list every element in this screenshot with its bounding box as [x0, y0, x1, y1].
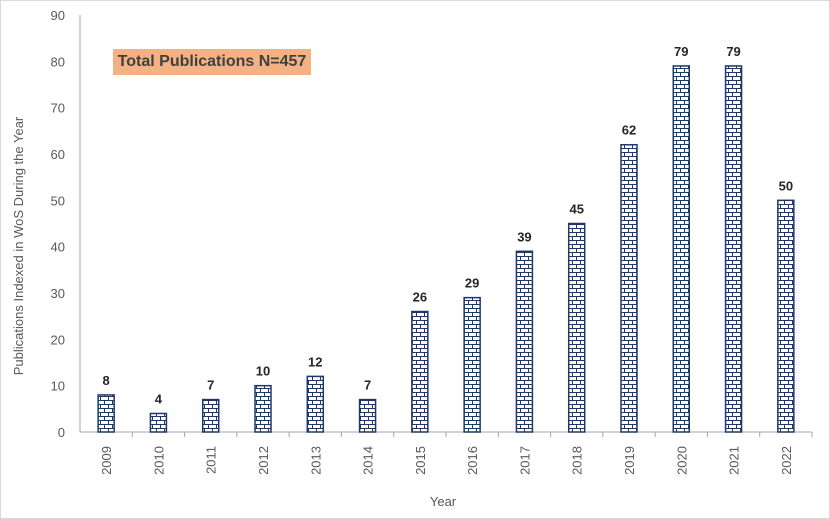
x-tick-label-2010: 2010	[151, 446, 166, 475]
bar-2022	[777, 199, 795, 433]
bar-2009	[97, 394, 115, 433]
data-label-2016: 29	[465, 276, 479, 291]
y-tick-label: 50	[51, 193, 65, 208]
x-tick-label-2022: 2022	[779, 446, 794, 475]
x-tick-label-2013: 2013	[308, 446, 323, 475]
bar-2020	[672, 65, 691, 433]
data-label-2014: 7	[364, 378, 371, 393]
x-tick-label-2017: 2017	[517, 446, 532, 475]
bar-2018	[567, 222, 586, 433]
bar-2014	[358, 398, 377, 433]
y-tick-label: 90	[51, 8, 65, 23]
data-label-2017: 39	[517, 229, 531, 244]
bar-2015	[411, 310, 429, 433]
y-tick-label: 60	[51, 147, 65, 162]
bar-2010	[149, 412, 168, 433]
x-axis-title: Year	[430, 494, 457, 509]
bar-2011	[201, 398, 220, 433]
x-tick-label-2019: 2019	[622, 446, 637, 475]
y-axis: 0 10 20 30 40 50 60 70 80 90	[51, 8, 81, 440]
data-label-2013: 12	[308, 354, 322, 369]
x-tick-label-2016: 2016	[465, 446, 480, 475]
y-tick-label: 40	[51, 240, 65, 255]
data-label-2012: 10	[256, 364, 270, 379]
y-tick-label: 0	[58, 425, 65, 440]
data-label-2020: 79	[674, 44, 688, 59]
data-labels-group: 8 4 7 10 12 7 26 29 39 45 62 79 79 50	[103, 44, 794, 407]
y-tick-label: 70	[51, 101, 65, 116]
data-label-2010: 4	[155, 391, 163, 406]
x-tick-label-2012: 2012	[256, 446, 271, 475]
x-tick-label-2014: 2014	[361, 446, 376, 475]
bar-2012	[254, 384, 272, 433]
data-label-2009: 8	[103, 373, 110, 388]
x-axis: 2009 2010 2011 2012 2013 2014 2015 2016 2017 2018…	[80, 431, 813, 475]
data-label-2021: 79	[726, 44, 740, 59]
x-tick-label-2021: 2021	[727, 446, 742, 475]
x-tick-label-2020: 2020	[674, 446, 689, 475]
bar-2016	[463, 296, 481, 433]
x-tick-label-2018: 2018	[570, 446, 585, 475]
bar-2021	[724, 65, 743, 433]
data-label-2011: 7	[207, 378, 214, 393]
x-tick-label-2015: 2015	[413, 446, 428, 475]
y-tick-label: 30	[51, 286, 65, 301]
data-label-2015: 26	[413, 290, 427, 305]
y-tick-label: 80	[51, 54, 65, 69]
y-tick-label: 20	[51, 332, 65, 347]
bars-group	[97, 65, 795, 433]
data-label-2018: 45	[569, 202, 583, 217]
data-label-2022: 50	[779, 178, 793, 193]
x-tick-label-2011: 2011	[204, 446, 219, 474]
x-tick-label-2009: 2009	[99, 446, 114, 475]
y-tick-label: 10	[51, 379, 65, 394]
bar-2019	[620, 143, 638, 433]
total-publications-annotation: Total Publications N=457	[113, 49, 311, 75]
bar-2013	[306, 375, 325, 433]
y-axis-title: Publications Indexed in WoS During the Y…	[11, 116, 26, 375]
bar-2017	[515, 250, 534, 433]
data-label-2019: 62	[622, 123, 636, 138]
